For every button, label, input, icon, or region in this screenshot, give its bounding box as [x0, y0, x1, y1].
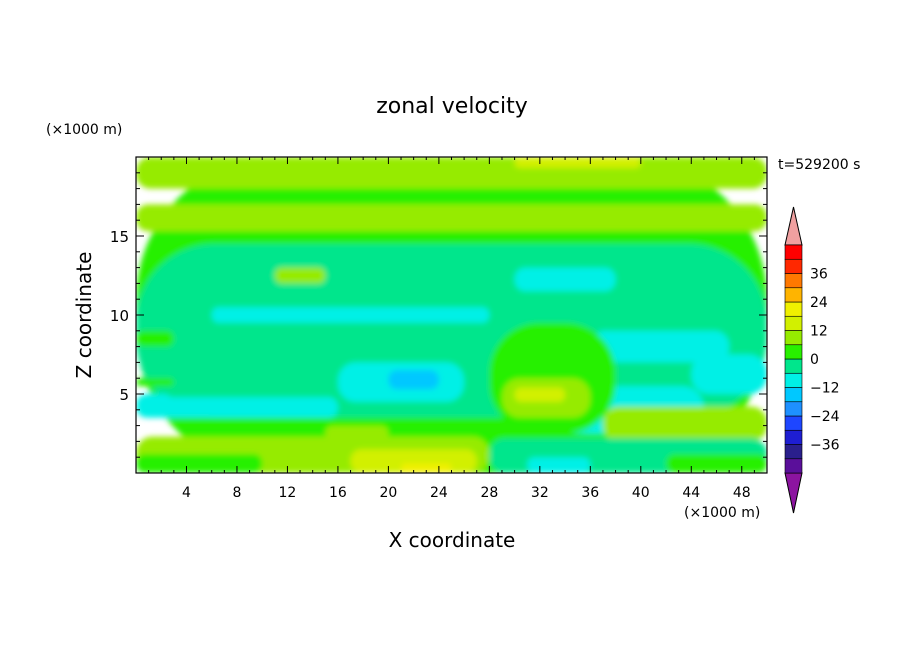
colorbar-band — [784, 258, 803, 274]
x-tick-label: 20 — [379, 485, 397, 501]
colorbar-band — [784, 301, 803, 317]
colorbar-label: −12 — [810, 381, 840, 397]
y-tick-label: 5 — [119, 386, 129, 404]
colorbar-band — [784, 429, 803, 445]
colorbar-band — [784, 358, 803, 374]
contour-region — [691, 354, 767, 394]
colorbar-under-triangle — [784, 472, 803, 514]
colorbar-label: 24 — [810, 295, 828, 311]
colorbar-band — [784, 372, 803, 388]
x-tick-label: 48 — [733, 485, 751, 501]
colorbar-label: −24 — [810, 409, 840, 425]
colorbar-band — [784, 387, 803, 403]
x-axis: 4 8 12 16 20 24 28 32 36 40 44 48 — [148, 157, 755, 501]
colorbar-band — [784, 315, 803, 331]
x-axis-label: X coordinate — [389, 528, 516, 552]
contour-region — [514, 157, 641, 169]
contour-region — [136, 330, 174, 347]
colorbar-band — [784, 344, 803, 360]
y-tick-label: 10 — [110, 307, 129, 325]
x-tick-label: 32 — [531, 485, 549, 501]
colorbar-label: 12 — [810, 324, 828, 340]
y-tick-label: 15 — [110, 228, 129, 246]
contour-region — [325, 425, 389, 442]
colorbar-band — [784, 273, 803, 289]
colorbar-band — [784, 415, 803, 431]
y-units-label: (×1000 m) — [46, 122, 122, 138]
y-axis-label: Z coordinate — [72, 252, 96, 379]
contour-region — [161, 397, 338, 418]
contour-region — [514, 387, 566, 402]
colorbar: −36 −24 −12 0 12 24 36 — [784, 206, 840, 514]
x-tick-label: 24 — [430, 485, 448, 501]
y-axis: 5 10 15 — [110, 172, 767, 458]
contour-region — [136, 204, 767, 232]
colorbar-band — [784, 444, 803, 460]
contour-region — [274, 267, 326, 284]
x-tick-label: 36 — [581, 485, 599, 501]
contour-region — [590, 330, 730, 363]
contour-field — [136, 157, 767, 473]
x-tick-label: 4 — [182, 485, 191, 501]
chart-title: zonal velocity — [376, 94, 528, 119]
colorbar-label: 0 — [810, 352, 819, 368]
x-tick-label: 40 — [632, 485, 650, 501]
x-tick-label: 12 — [279, 485, 297, 501]
x-tick-label: 16 — [329, 485, 347, 501]
contour-region — [211, 307, 490, 323]
time-label: t=529200 s — [778, 157, 860, 173]
colorbar-band — [784, 244, 803, 260]
contour-region — [602, 406, 767, 442]
contour-region — [527, 457, 591, 473]
colorbar-label: 36 — [810, 267, 828, 283]
x-tick-label: 28 — [480, 485, 498, 501]
contour-region — [388, 370, 439, 390]
contour-region — [136, 378, 174, 387]
contour-region — [363, 157, 515, 176]
colorbar-band — [784, 330, 803, 346]
colorbar-band — [784, 458, 803, 474]
x-units-label: (×1000 m) — [684, 505, 760, 521]
x-tick-label: 8 — [232, 485, 241, 501]
colorbar-band — [784, 401, 803, 417]
colorbar-over-triangle — [784, 206, 803, 246]
colorbar-band — [784, 287, 803, 303]
colorbar-label: −36 — [810, 438, 840, 454]
x-tick-label: 44 — [682, 485, 700, 501]
contour-region — [514, 267, 616, 292]
contour-region — [136, 454, 263, 473]
